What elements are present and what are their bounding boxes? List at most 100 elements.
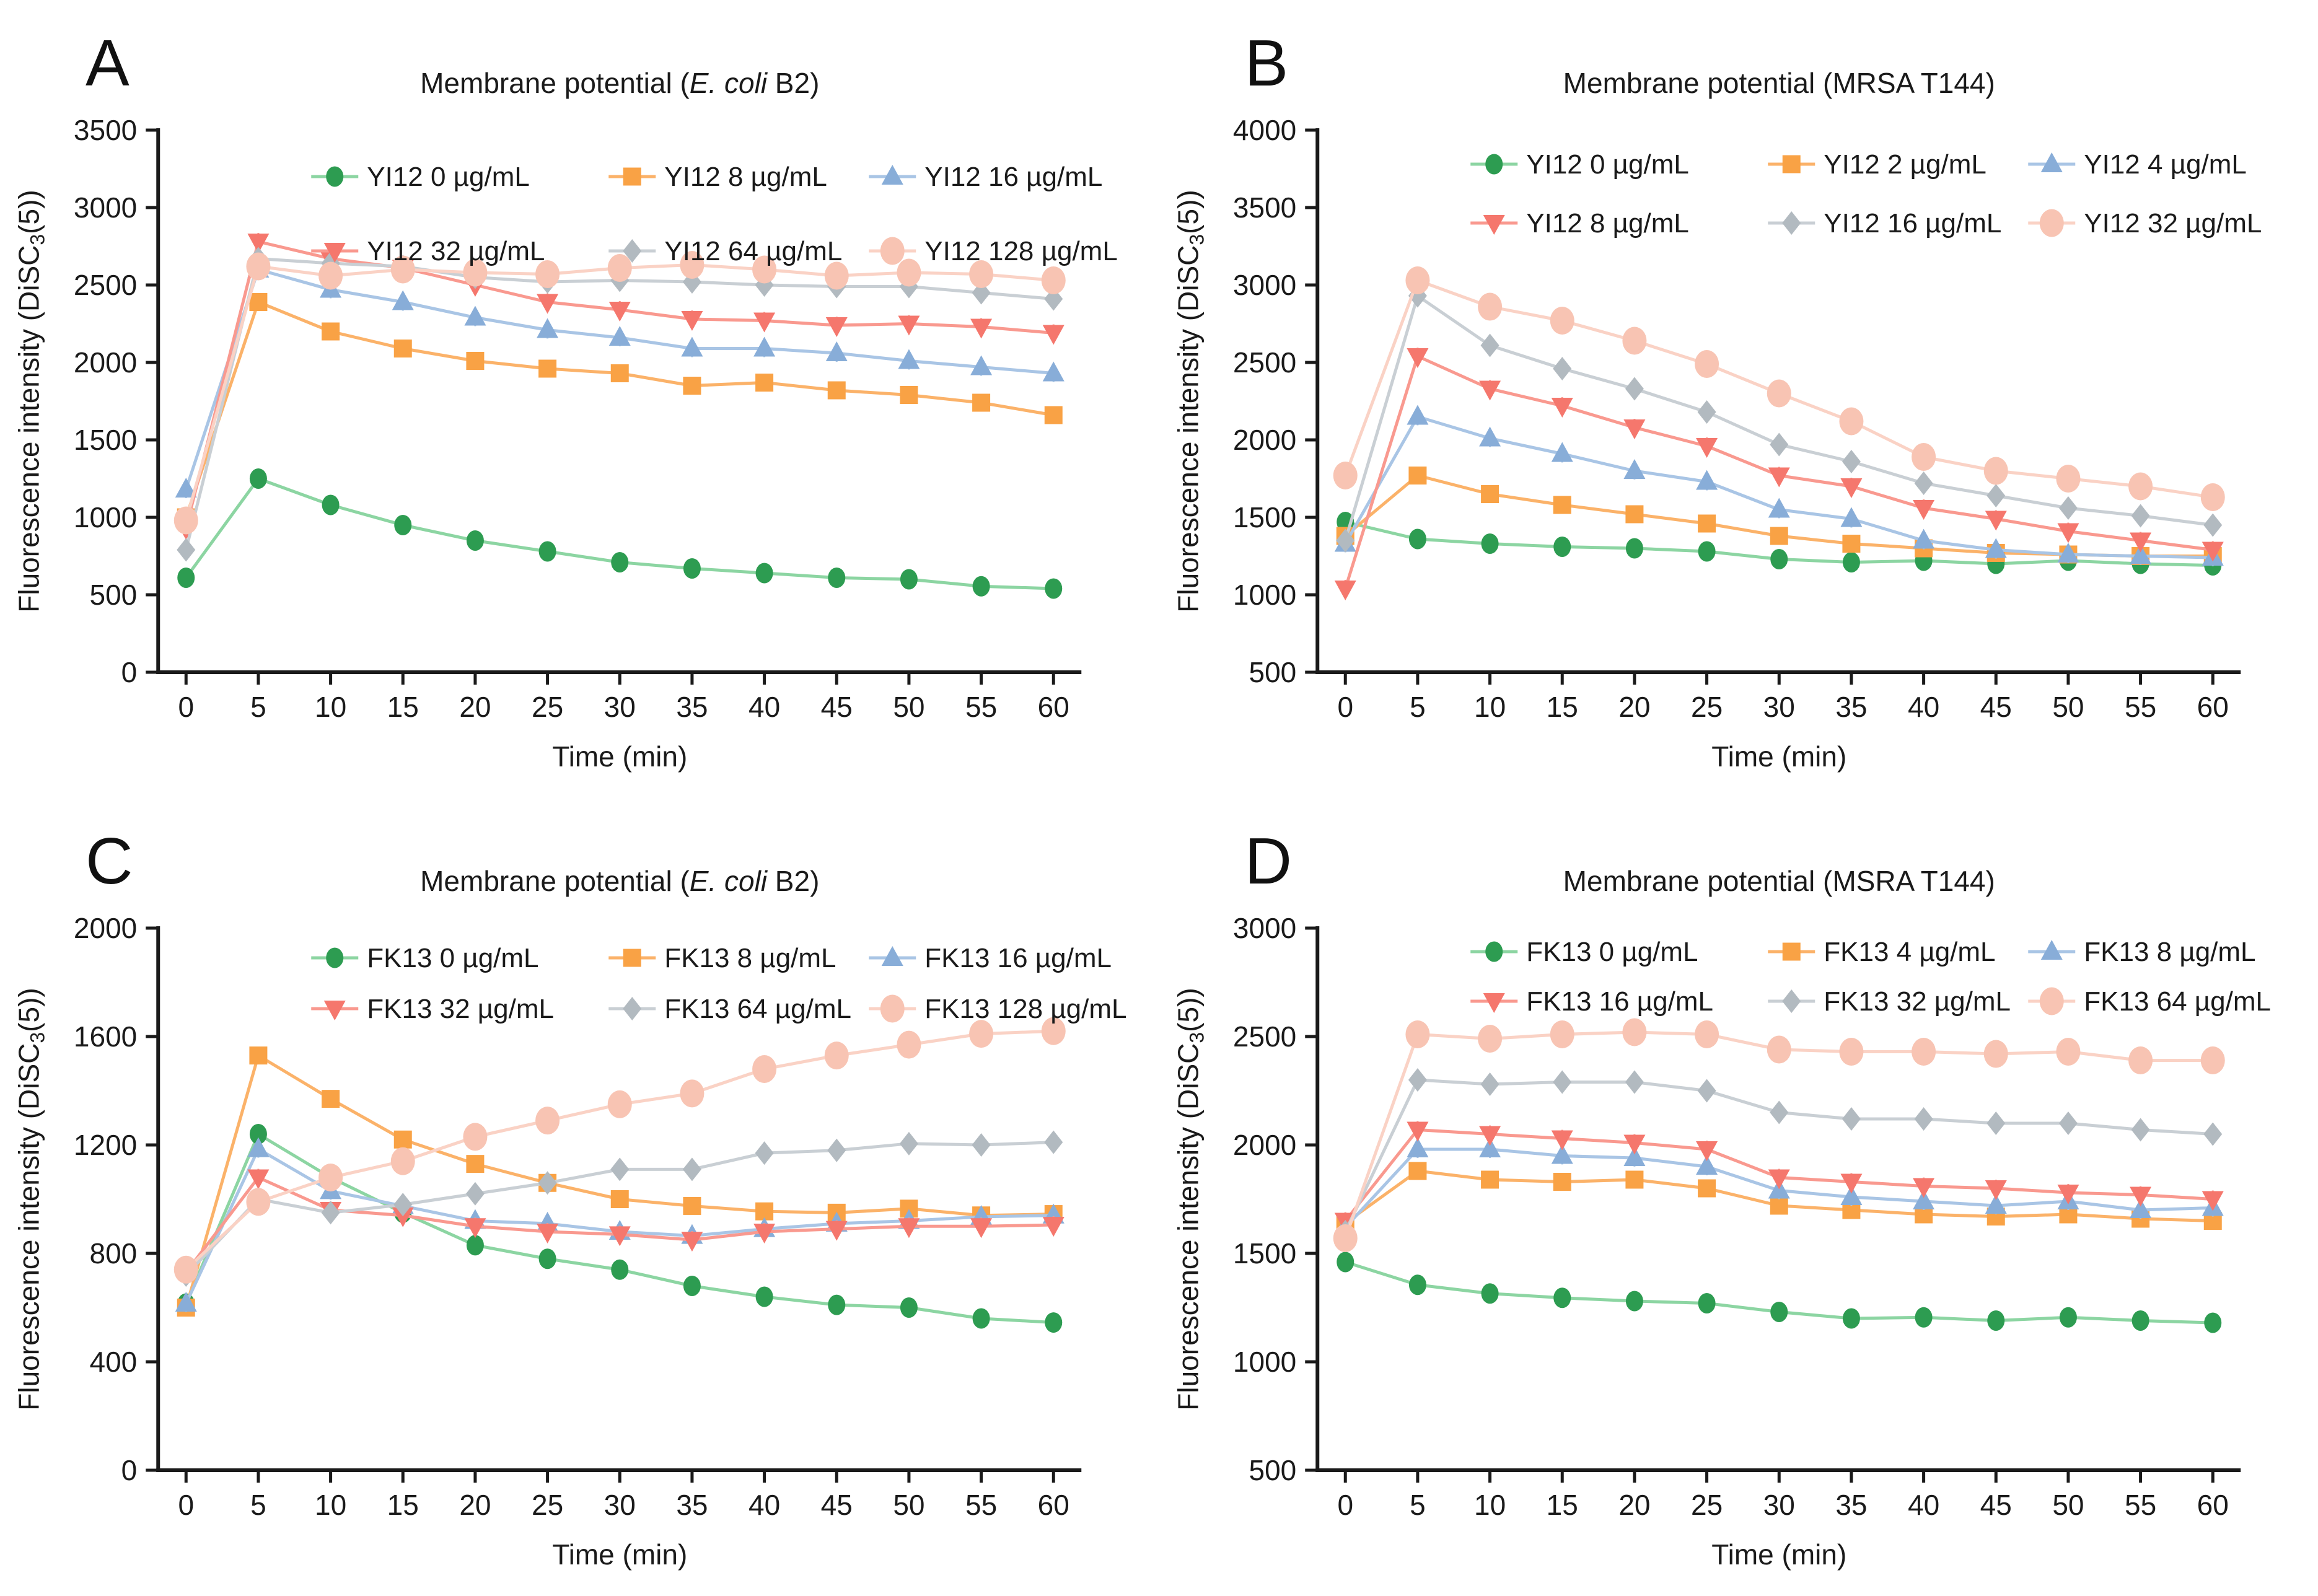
series-marker-circle [466,1235,484,1256]
legend-label: YI12 32 µg/mL [2084,208,2262,239]
x-tick-label: 25 [1690,691,1722,723]
legend-label: FK13 16 µg/mL [924,943,1112,973]
series-marker-circle [2203,1312,2221,1333]
legend: YI12 0 µg/mL YI12 2 µg/mL YI12 4 µg/mL YI12… [1470,149,2262,239]
series-marker-diamond [1986,1112,2005,1135]
series-YI12-0-µg/mL [1336,512,2221,576]
legend-label: FK13 16 µg/mL [1526,986,1713,1017]
series-marker-circle [1553,537,1571,557]
series-marker-diamond [972,1133,991,1157]
series-marker-diamond [1625,377,1644,401]
y-axis-title: Fluorescence intensity (DiSC3(5)) [1172,190,1208,612]
legend-label: YI12 64 µg/mL [664,236,842,266]
series-marker-triangle-down [970,318,993,339]
series-marker-triangle-up [1912,1190,1934,1209]
legend-label: FK13 64 µg/mL [2084,986,2271,1017]
series-marker-diamond [1842,450,1861,473]
series-marker-diamond [1842,1107,1861,1131]
series-marker-big-circle [752,1055,777,1083]
x-tick-label: 0 [178,691,194,723]
series-marker-circle [1336,1252,1354,1273]
series-marker-big-circle [880,994,905,1023]
series-FK13-32-µg/mL [1335,1068,2222,1243]
series-marker-triangle-down [970,1218,993,1239]
series-marker-triangle-up [970,355,993,375]
y-tick-group: 500 1000 1500 2000 2500 3000 3500 4000 [1232,114,1317,688]
series-marker-big-circle [1405,1020,1429,1048]
series-marker-square [610,364,629,382]
series-marker-triangle-up [1623,459,1645,479]
series-marker-square [1480,1170,1499,1189]
series-marker-square [1625,505,1643,524]
x-tick-label: 55 [965,1489,997,1521]
series-marker-circle [1915,1307,1933,1328]
x-axis-title: Time (min) [552,1538,687,1571]
x-tick-label: 40 [749,691,780,723]
y-tick-label: 0 [121,656,138,688]
series-marker-triangle-up [175,478,197,498]
x-tick-group: 0 5 10 15 20 25 30 35 40 45 50 55 60 [1337,1470,2228,1521]
series-marker-triangle-down [1406,1121,1428,1142]
series-marker-big-circle [463,258,488,287]
series-marker-circle [900,569,918,590]
y-tick-label: 400 [90,1346,138,1378]
x-tick-group: 0 5 10 15 20 25 30 35 40 45 50 55 60 [178,672,1069,723]
series-marker-big-circle [1477,1025,1502,1053]
y-tick-label: 1500 [1232,501,1296,533]
series-marker-triangle-up [2040,940,2063,960]
series-marker-circle [828,568,846,588]
panel-D: D Membrane potential (MSRA T144) 500 1000 1… [1159,798,2318,1596]
x-tick-label: 20 [459,691,491,723]
series-marker-triangle-down [898,315,920,336]
series-marker-triangle-down [247,234,270,253]
series-marker-triangle-up [2040,152,2063,172]
x-tick-label: 60 [2197,1489,2228,1521]
series-marker-triangle-down [1551,1130,1573,1151]
x-tick-label: 55 [2124,1489,2156,1521]
series-FK13-16-µg/mL [1334,1121,2224,1233]
series-marker-circle [1485,941,1503,962]
x-tick-group: 0 5 10 15 20 25 30 35 40 45 50 55 60 [178,1470,1069,1521]
series-marker-circle [1045,578,1063,599]
series-marker-big-circle [1983,457,2008,485]
series-marker-triangle-up [881,165,903,185]
series-marker-circle [394,515,412,535]
y-tick-label: 2500 [74,269,137,301]
series-marker-diamond [321,1201,340,1225]
series-marker-triangle-up [1551,442,1573,462]
series-marker-circle [755,563,773,584]
legend-item: YI12 32 µg/mL [311,236,545,266]
series-marker-circle [1625,538,1643,559]
series-marker-big-circle [535,1107,560,1135]
series-marker-square [1770,1196,1788,1215]
legend-label: YI12 8 µg/mL [1526,208,1689,239]
series-marker-square [322,1090,340,1108]
series-marker-circle [466,530,484,551]
series-marker-circle [972,1308,990,1329]
series-marker-big-circle [2128,472,2153,501]
series-marker-circle [2059,1307,2077,1328]
series-marker-circle [1770,1302,1788,1322]
legend-item: YI12 0 µg/mL [1470,149,1688,180]
series-marker-circle [322,494,340,515]
y-axis-title: Fluorescence intensity (DiSC3(5)) [12,190,48,612]
series-marker-big-circle [607,254,632,282]
x-tick-label: 50 [2052,1489,2084,1521]
series-marker-big-circle [318,1164,343,1191]
x-tick-label: 50 [893,691,924,723]
series-marker-diamond [1552,1070,1571,1094]
x-tick-label: 10 [315,691,346,723]
legend-label: FK13 8 µg/mL [664,943,836,973]
series-marker-triangle-down [323,243,346,263]
series-marker-triangle-up [1985,538,2007,558]
legend-item: YI12 16 µg/mL [869,162,1102,192]
x-tick-label: 5 [1410,691,1426,723]
y-tick-label: 1000 [1232,1346,1296,1378]
series-marker-square [755,374,774,392]
series-marker-triangle-up [881,946,903,966]
series-marker-diamond [2131,504,2150,528]
x-tick-label: 0 [1337,1489,1353,1521]
y-tick-label: 1000 [74,501,137,533]
series-marker-big-circle [969,1020,994,1048]
x-tick-label: 40 [1907,1489,1939,1521]
